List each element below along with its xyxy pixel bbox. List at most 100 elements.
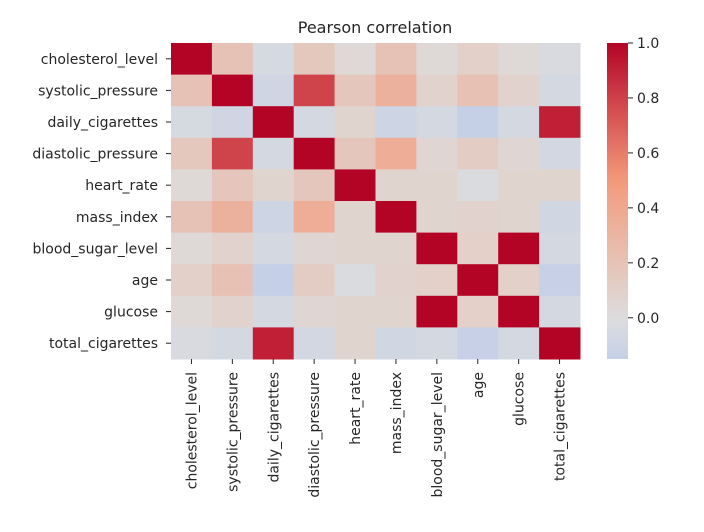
heatmap-cell-daily_cigarettes-mass_index (375, 106, 417, 139)
heatmap-cell-heart_rate-total_cigarettes (539, 169, 581, 202)
heatmap-cell-cholesterol_level-total_cigarettes (539, 43, 581, 76)
heatmap-cell-systolic_pressure-total_cigarettes (539, 74, 581, 107)
row-label-glucose: glucose (104, 305, 158, 321)
heatmap-cell-cholesterol_level-glucose (498, 43, 540, 76)
row-label-cholesterol_level: cholesterol_level (41, 52, 158, 68)
heatmap-cell-daily_cigarettes-blood_sugar_level (416, 106, 458, 139)
heatmap-cell-mass_index-cholesterol_level (171, 201, 213, 234)
heatmap-cell-glucose-mass_index (375, 295, 417, 328)
heatmap-cell-glucose-total_cigarettes (539, 295, 581, 328)
column-label-systolic_pressure: systolic_pressure (225, 372, 241, 492)
heatmap-cell-daily_cigarettes-total_cigarettes (539, 106, 581, 139)
heatmap-cell-heart_rate-diastolic_pressure (293, 169, 336, 202)
heatmap-cell-cholesterol_level-age (457, 43, 499, 76)
heatmap-cell-glucose-glucose (498, 295, 540, 328)
chart-title: Pearson correlation (298, 18, 453, 37)
heatmap-cell-age-heart_rate (334, 264, 376, 297)
heatmap-cell-blood_sugar_level-diastolic_pressure (293, 232, 336, 265)
heatmap-cell-diastolic_pressure-glucose (498, 137, 540, 170)
heatmap-cell-blood_sugar_level-daily_cigarettes (252, 232, 295, 265)
heatmap-cell-daily_cigarettes-daily_cigarettes (252, 106, 295, 139)
heatmap-cell-systolic_pressure-daily_cigarettes (252, 74, 295, 107)
row-label-total_cigarettes: total_cigarettes (49, 336, 158, 352)
heatmap-cell-age-age (457, 264, 499, 297)
heatmap-cell-heart_rate-daily_cigarettes (252, 169, 295, 202)
heatmap-cell-age-daily_cigarettes (252, 264, 295, 297)
heatmap-cell-glucose-heart_rate (334, 295, 376, 328)
heatmap-cell-age-diastolic_pressure (293, 264, 336, 297)
heatmap-cell-total_cigarettes-total_cigarettes (539, 327, 581, 360)
heatmap-cell-systolic_pressure-heart_rate (334, 74, 376, 107)
row-label-daily_cigarettes: daily_cigarettes (47, 115, 158, 131)
heatmap-cell-age-systolic_pressure (211, 264, 254, 297)
heatmap-cell-blood_sugar_level-blood_sugar_level (416, 232, 458, 265)
heatmap-cell-glucose-diastolic_pressure (293, 295, 336, 328)
row-label-heart_rate: heart_rate (85, 178, 158, 194)
colorbar-tick-label: 1.0 (637, 36, 659, 52)
heatmap-cell-age-blood_sugar_level (416, 264, 458, 297)
heatmap-cell-total_cigarettes-age (457, 327, 499, 360)
heatmap-cell-total_cigarettes-daily_cigarettes (252, 327, 295, 360)
heatmap-cell-total_cigarettes-diastolic_pressure (293, 327, 336, 360)
heatmap-cell-blood_sugar_level-mass_index (375, 232, 417, 265)
heatmap-cell-diastolic_pressure-heart_rate (334, 137, 376, 170)
heatmap-cell-daily_cigarettes-heart_rate (334, 106, 376, 139)
heatmap-cell-age-total_cigarettes (539, 264, 581, 297)
heatmap-cell-heart_rate-heart_rate (334, 169, 376, 202)
row-label-age: age (132, 273, 158, 289)
row-label-mass_index: mass_index (76, 210, 158, 226)
heatmap-cell-diastolic_pressure-age (457, 137, 499, 170)
heatmap-cell-mass_index-total_cigarettes (539, 201, 581, 234)
heatmap-cell-diastolic_pressure-total_cigarettes (539, 137, 581, 170)
column-label-diastolic_pressure: diastolic_pressure (307, 372, 323, 498)
heatmap-cell-heart_rate-blood_sugar_level (416, 169, 458, 202)
heatmap-cell-glucose-daily_cigarettes (252, 295, 295, 328)
column-label-cholesterol_level: cholesterol_level (184, 372, 200, 489)
heatmap-cell-mass_index-mass_index (375, 201, 417, 234)
heatmap-cell-mass_index-age (457, 201, 499, 234)
heatmap-cell-heart_rate-glucose (498, 169, 540, 202)
heatmap-cell-mass_index-systolic_pressure (211, 201, 254, 234)
colorbar-tick-label: 0.6 (637, 146, 659, 162)
heatmap-cell-total_cigarettes-mass_index (375, 327, 417, 360)
heatmap-cell-cholesterol_level-blood_sugar_level (416, 43, 458, 76)
colorbar-tick-label: 0.2 (637, 256, 659, 272)
heatmap-cell-total_cigarettes-cholesterol_level (171, 327, 213, 360)
heatmap-cell-mass_index-diastolic_pressure (293, 201, 336, 234)
column-label-total_cigarettes: total_cigarettes (553, 372, 569, 481)
heatmap-cell-systolic_pressure-glucose (498, 74, 540, 107)
row-label-diastolic_pressure: diastolic_pressure (32, 147, 158, 163)
heatmap-cell-daily_cigarettes-cholesterol_level (171, 106, 213, 139)
colorbar: 0.0 0.2 0.4 0.6 0.8 1.0 (607, 36, 659, 359)
heatmap-cell-systolic_pressure-mass_index (375, 74, 417, 107)
heatmap-cell-cholesterol_level-daily_cigarettes (252, 43, 295, 76)
column-labels: cholesterol_level systolic_pressure daily_… (184, 359, 569, 498)
heatmap-cell-blood_sugar_level-glucose (498, 232, 540, 265)
heatmap-cell-cholesterol_level-cholesterol_level (171, 43, 213, 76)
heatmap-cell-blood_sugar_level-heart_rate (334, 232, 376, 265)
heatmap-cell-glucose-blood_sugar_level (416, 295, 458, 328)
colorbar-tick-label: 0.4 (637, 201, 659, 217)
colorbar-gradient (607, 43, 628, 359)
heatmap-cell-glucose-cholesterol_level (171, 295, 213, 328)
column-label-blood_sugar_level: blood_sugar_level (430, 372, 446, 497)
heatmap-cell-age-mass_index (375, 264, 417, 297)
heatmap-cell-total_cigarettes-glucose (498, 327, 540, 360)
heatmap-cell-mass_index-daily_cigarettes (252, 201, 295, 234)
heatmap-cell-systolic_pressure-systolic_pressure (211, 74, 254, 107)
heatmap-cell-systolic_pressure-blood_sugar_level (416, 74, 458, 107)
heatmap-cell-systolic_pressure-age (457, 74, 499, 107)
heatmap-cell-age-glucose (498, 264, 540, 297)
heatmap-cell-glucose-systolic_pressure (211, 295, 254, 328)
heatmap-cell-mass_index-blood_sugar_level (416, 201, 458, 234)
heatmap-cell-blood_sugar_level-systolic_pressure (211, 232, 254, 265)
row-label-blood_sugar_level: blood_sugar_level (33, 241, 158, 257)
heatmap-cell-blood_sugar_level-cholesterol_level (171, 232, 213, 265)
heatmap-cell-systolic_pressure-cholesterol_level (171, 74, 213, 107)
heatmap-cell-cholesterol_level-mass_index (375, 43, 417, 76)
row-labels: cholesterol_level systolic_pressure daily_… (32, 52, 171, 352)
heatmap-cell-blood_sugar_level-age (457, 232, 499, 265)
column-label-daily_cigarettes: daily_cigarettes (266, 372, 282, 483)
